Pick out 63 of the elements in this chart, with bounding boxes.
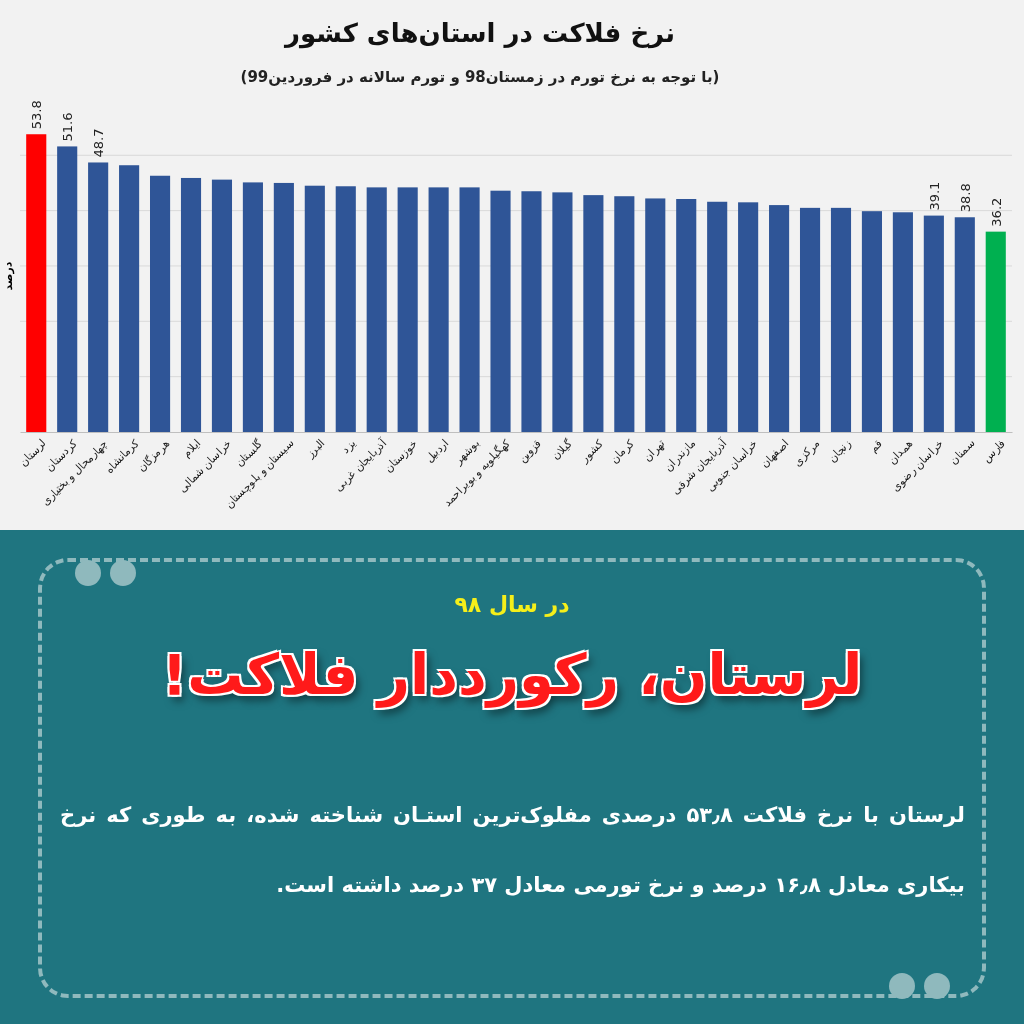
bar [861,211,882,432]
x-tick-label: کشور [577,436,607,466]
x-tick-label: یزد [338,437,359,457]
x-tick-label: تهران [640,437,668,464]
x-tick-label: مرکزی [790,437,823,469]
bar [985,231,1006,432]
bar [88,162,109,432]
bar [676,199,697,432]
x-tick-label: بوشهر [451,437,482,468]
bar [954,217,975,432]
bar [273,182,294,432]
bar [830,207,852,432]
x-tick-label: زنجان [825,437,854,465]
bar [738,202,759,432]
bar [150,175,171,432]
bar [242,182,263,432]
bar [490,190,511,432]
data-label: 53.8 [29,100,45,130]
bar [583,195,604,432]
bar [645,198,666,432]
data-label: 39.1 [926,181,942,211]
x-tick-label: گلستان [232,436,266,469]
text: لرستان، رکورددار فلاکت! [160,642,864,707]
bar [552,192,573,432]
bar [459,187,480,432]
bar [119,165,140,432]
x-tick-label: کرمان [607,436,638,467]
x-tick-label: گیلان [549,436,575,462]
bar [26,134,47,432]
bar [799,207,821,432]
chart-subtitle: (با توجه به نرخ تورم در زمستان98 و تورم سالانه در فروردین99) [240,68,720,86]
x-tick-label: قم [866,437,885,455]
bar [211,179,233,432]
text: لرستان با نرخ فلاکت ۵۳٫۸ درصدی مفلوک‌ترین استـان شناخته شده، به طوری که نرخ بیکاری معادل ۱۶٫۸ درصد و نرخ تورمی معادل ۳۷ درصد داشته است. [60,803,965,897]
bar [57,146,78,432]
bar [304,185,325,432]
bar [614,196,635,432]
y-axis-title: درصد [2,261,15,291]
x-tick-label: ایلام [179,437,204,461]
x-tick-label: سمنان [947,437,977,467]
x-tick-label: لرستان [16,437,49,469]
data-label: 48.7 [91,128,107,158]
bar [923,215,944,432]
bar [428,187,449,432]
bar [366,187,387,432]
text: در سال ۹۸ [453,592,571,617]
chart-title: نرخ فلاکت در استان‌های کشور [282,18,676,49]
data-label: 51.6 [60,112,76,142]
bar [707,201,728,432]
bar [892,212,913,432]
bar [397,187,418,432]
bar [769,205,790,432]
x-tick-label: فارس [980,437,1008,465]
bar [180,177,202,432]
data-label: 38.8 [957,183,973,213]
data-label: 36.2 [988,197,1004,227]
bar [521,191,542,432]
x-tick-label: البرز [303,437,328,462]
x-tick-label: همدان [885,437,915,467]
bar [335,186,356,432]
x-tick-label: اصفهان [758,437,792,471]
x-tick-label: اردبیل [422,437,451,466]
x-tick-label: قزوین [515,437,544,466]
